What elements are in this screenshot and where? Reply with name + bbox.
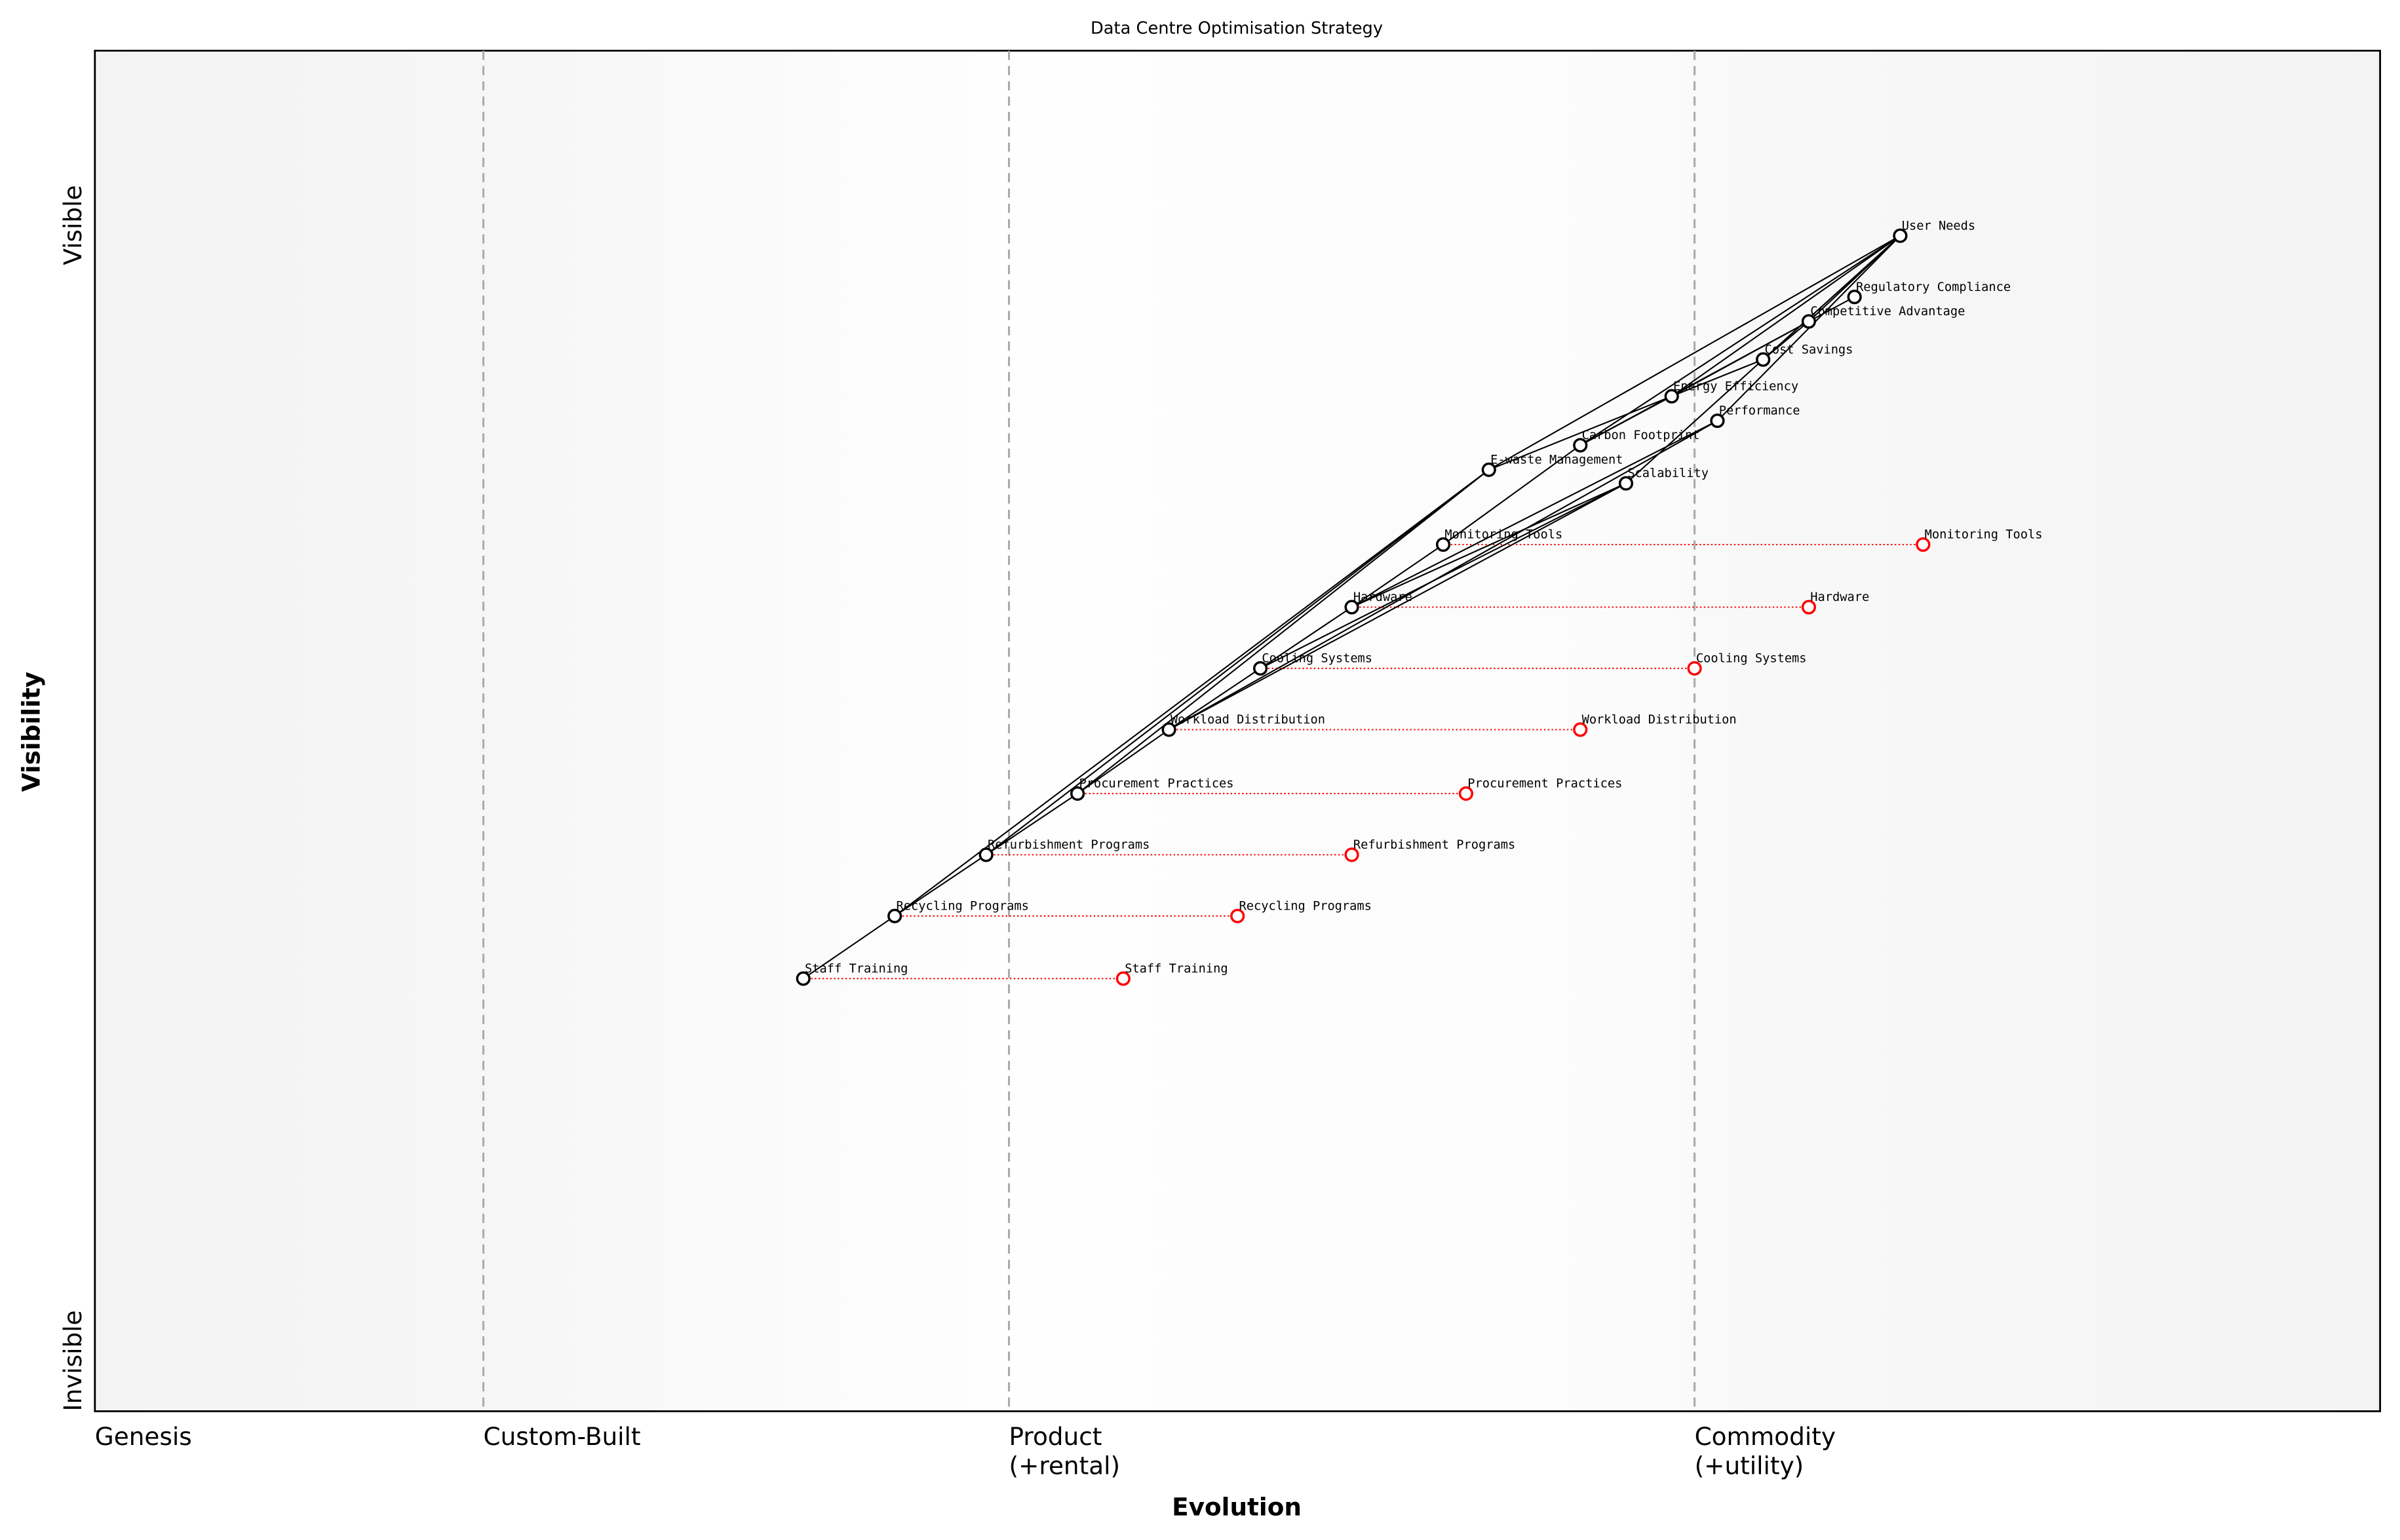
component-label: Recycling Programs (897, 899, 1029, 913)
component-marker (1893, 228, 1908, 243)
component-marker (1756, 352, 1771, 367)
evolved-component-marker (1687, 661, 1702, 676)
component-label: Performance (1719, 404, 1800, 418)
dependency-edge (1671, 358, 1764, 397)
dependency-edge (894, 854, 987, 917)
component-marker (1664, 389, 1679, 404)
dependency-edge (1169, 420, 1718, 731)
dependency-edge (1077, 729, 1170, 794)
component-label: Regulatory Compliance (1856, 280, 2011, 294)
component-marker (1801, 314, 1817, 329)
dependency-edge (894, 469, 1490, 917)
component-marker (1252, 661, 1268, 676)
chart-title: Data Centre Optimisation Strategy (1091, 19, 1383, 39)
dependency-edge (1169, 668, 1261, 731)
component-label: Refurbishment Programs (988, 838, 1150, 852)
dependency-edge (1351, 420, 1718, 608)
component-label: Workload Distribution (1171, 713, 1325, 727)
evolved-component-label: Procurement Practices (1467, 777, 1622, 791)
dependency-edge (803, 915, 895, 980)
dependency-edge (1351, 544, 1444, 608)
component-label: User Needs (1902, 219, 1975, 233)
evolved-component-label: Staff Training (1125, 962, 1228, 976)
component-marker (1435, 537, 1451, 552)
component-marker (1070, 786, 1085, 801)
evolved-component-marker (1458, 786, 1473, 801)
dependency-edge (1488, 395, 1673, 471)
evolved-component-marker (1916, 537, 1931, 552)
component-marker (1618, 476, 1634, 491)
stage-label: Genesis (95, 1422, 192, 1451)
component-label: Hardware (1353, 590, 1412, 604)
y-axis-label: Visibility (17, 672, 46, 792)
dependency-edge (1579, 235, 1901, 446)
component-marker (1161, 722, 1176, 737)
component-label: Carbon Footprint (1582, 429, 1700, 442)
component-marker (887, 908, 902, 923)
component-marker (1573, 438, 1588, 453)
stage-label: Commodity (+utility) (1695, 1422, 1836, 1480)
evolved-component-marker (1344, 847, 1359, 862)
stage-label: Product (+rental) (1009, 1422, 1121, 1480)
stage-label: Custom-Built (484, 1422, 641, 1451)
component-marker (796, 971, 811, 986)
component-label: Scalability (1627, 467, 1709, 480)
dependency-edge (1579, 395, 1673, 446)
component-label: Energy Efficiency (1673, 379, 1798, 393)
evolved-component-label: Refurbishment Programs (1353, 838, 1515, 852)
component-marker (1847, 290, 1862, 305)
component-marker (978, 847, 994, 862)
evolved-component-marker (1573, 722, 1588, 737)
dependency-edge (1808, 296, 1855, 322)
evolved-component-marker (1801, 600, 1817, 615)
y-tick-visible: Visible (58, 185, 87, 265)
dependency-edge (986, 793, 1078, 856)
dependency-edge (1077, 469, 1490, 794)
evolved-component-label: Recycling Programs (1239, 899, 1372, 913)
component-label: E-waste Management (1490, 453, 1623, 467)
x-axis-label: Evolution (1172, 1492, 1302, 1521)
y-tick-invisible: Invisible (58, 1310, 87, 1411)
component-label: Monitoring Tools (1444, 528, 1562, 542)
component-label: Cost Savings (1765, 343, 1853, 356)
component-label: Cooling Systems (1262, 652, 1372, 666)
dependency-edge (1671, 235, 1901, 397)
evolved-component-marker (1115, 971, 1131, 986)
dependency-edge (1488, 235, 1901, 471)
component-label: Procurement Practices (1079, 777, 1233, 791)
evolved-component-label: Monitoring Tools (1925, 528, 2043, 542)
component-label: Competitive Advantage (1810, 305, 1965, 318)
dependency-edge (1260, 606, 1353, 669)
dependency-edge (1762, 320, 1810, 360)
dependency-edge (1169, 482, 1627, 731)
evolved-component-label: Workload Distribution (1582, 713, 1737, 727)
dependency-edge (986, 469, 1490, 856)
evolved-component-label: Cooling Systems (1696, 652, 1807, 666)
component-marker (1710, 413, 1725, 429)
evolved-component-marker (1230, 908, 1245, 923)
component-marker (1481, 462, 1496, 477)
component-marker (1344, 600, 1359, 615)
evolved-component-label: Hardware (1810, 590, 1869, 604)
component-label: Staff Training (805, 962, 908, 976)
plot-area (94, 49, 2382, 1412)
dependency-edge (1351, 482, 1627, 608)
dependency-edge (1442, 444, 1581, 545)
